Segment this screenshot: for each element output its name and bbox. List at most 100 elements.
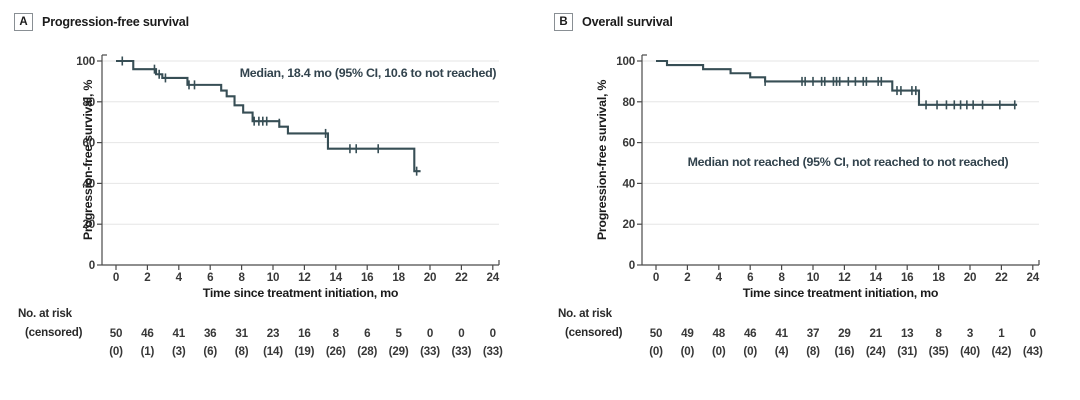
censored-value: (28) <box>357 345 377 358</box>
censored-value: (1) <box>141 345 155 358</box>
censored-value: (0) <box>712 345 726 358</box>
panel-a-at-risk-header: No. at risk <box>18 307 72 320</box>
at-risk-value: 8 <box>333 327 340 340</box>
x-tick-label: 0 <box>653 271 659 284</box>
panel-a-y-axis-title: Progression-free survival, % <box>81 79 95 241</box>
at-risk-value: 0 <box>427 327 433 340</box>
at-risk-value: 46 <box>744 327 757 340</box>
at-risk-value: 50 <box>650 327 663 340</box>
at-risk-value: 48 <box>713 327 726 340</box>
panel-b-at-risk-header: No. at risk <box>558 307 612 320</box>
at-risk-value: 41 <box>173 327 186 340</box>
at-risk-value: 29 <box>838 327 851 340</box>
x-tick-label: 2 <box>144 271 150 284</box>
y-tick-label: 40 <box>83 177 96 190</box>
x-tick-label: 6 <box>747 271 754 284</box>
km-chart-b: 020406080100050(0)249(0)448(0)646(0)841(… <box>616 54 1043 358</box>
at-risk-value: 37 <box>807 327 820 340</box>
x-tick-label: 16 <box>361 271 374 284</box>
y-tick-label: 40 <box>623 177 636 190</box>
x-tick-label: 6 <box>207 271 214 284</box>
x-tick-label: 10 <box>267 271 280 284</box>
censored-value: (43) <box>1023 345 1043 358</box>
x-tick-label: 8 <box>238 271 245 284</box>
x-tick-label: 14 <box>870 271 883 284</box>
x-tick-label: 20 <box>424 271 437 284</box>
x-tick-label: 12 <box>838 271 851 284</box>
at-risk-value: 36 <box>204 327 217 340</box>
panel-b-header: B Overall survival <box>554 13 673 31</box>
censored-value: (33) <box>451 345 471 358</box>
y-tick-label: 0 <box>629 259 635 272</box>
censored-value: (35) <box>929 345 949 358</box>
censored-value: (33) <box>483 345 503 358</box>
censored-value: (8) <box>806 345 820 358</box>
panel-b-title: Overall survival <box>582 15 673 29</box>
censored-value: (0) <box>743 345 757 358</box>
at-risk-value: 3 <box>967 327 974 340</box>
at-risk-value: 0 <box>458 327 464 340</box>
censored-value: (19) <box>294 345 314 358</box>
km-chart-a: 020406080100050(0)246(1)441(3)636(6)831(… <box>76 54 503 358</box>
censored-value: (0) <box>109 345 123 358</box>
censored-value: (4) <box>775 345 789 358</box>
x-tick-label: 24 <box>1027 271 1040 284</box>
panel-a-header: A Progression-free survival <box>14 13 189 31</box>
panel-a-title: Progression-free survival <box>42 15 189 29</box>
y-tick-label: 100 <box>76 55 95 68</box>
censored-value: (42) <box>991 345 1011 358</box>
censored-value: (31) <box>897 345 917 358</box>
x-tick-label: 14 <box>330 271 343 284</box>
at-risk-value: 6 <box>364 327 371 340</box>
censored-value: (33) <box>420 345 440 358</box>
censored-value: (3) <box>172 345 186 358</box>
panel-b-median-annotation: Median not reached (95% CI, not reached … <box>687 155 1009 169</box>
at-risk-value: 5 <box>395 327 402 340</box>
censored-value: (0) <box>681 345 695 358</box>
y-tick-label: 80 <box>83 96 96 109</box>
at-risk-value: 1 <box>998 327 1005 340</box>
y-tick-label: 100 <box>616 55 635 68</box>
censored-value: (26) <box>326 345 346 358</box>
censored-value: (16) <box>834 345 854 358</box>
at-risk-value: 0 <box>1030 327 1036 340</box>
x-tick-label: 22 <box>995 271 1008 284</box>
x-tick-label: 24 <box>487 271 500 284</box>
panel-a-x-axis-title: Time since treatment initiation, mo <box>202 286 399 300</box>
at-risk-value: 41 <box>775 327 788 340</box>
at-risk-value: 8 <box>935 327 942 340</box>
panel-a-censored-header: (censored) <box>25 326 83 339</box>
panel-b-censored-header: (censored) <box>565 326 623 339</box>
at-risk-value: 0 <box>490 327 496 340</box>
x-tick-label: 18 <box>932 271 945 284</box>
x-tick-label: 18 <box>392 271 405 284</box>
x-tick-label: 20 <box>964 271 977 284</box>
panel-b-x-axis-title: Time since treatment initiation, mo <box>742 286 939 300</box>
panel-a-median-annotation: Median, 18.4 mo (95% CI, 10.6 to not rea… <box>239 66 497 80</box>
censored-value: (40) <box>960 345 980 358</box>
y-tick-label: 80 <box>623 96 636 109</box>
y-tick-label: 20 <box>623 218 636 231</box>
x-tick-label: 16 <box>901 271 914 284</box>
x-tick-label: 22 <box>455 271 468 284</box>
at-risk-value: 50 <box>110 327 123 340</box>
at-risk-value: 21 <box>870 327 883 340</box>
y-tick-label: 60 <box>83 137 96 150</box>
x-tick-label: 8 <box>778 271 785 284</box>
km-step-curve <box>656 59 1018 106</box>
at-risk-value: 16 <box>298 327 311 340</box>
at-risk-value: 49 <box>681 327 694 340</box>
censored-value: (14) <box>263 345 283 358</box>
x-tick-label: 0 <box>113 271 119 284</box>
x-tick-label: 4 <box>716 271 723 284</box>
censored-value: (6) <box>203 345 217 358</box>
x-tick-label: 12 <box>298 271 311 284</box>
at-risk-value: 31 <box>235 327 248 340</box>
censored-value: (29) <box>389 345 409 358</box>
y-tick-label: 20 <box>83 218 96 231</box>
censored-value: (24) <box>866 345 886 358</box>
panel-a-progression-free-survival: 0 20 40 60 80 100 0 50 (0) 2 46 (1) 4 41 (3) 6 36 (6) 8 31(… <box>14 13 503 358</box>
y-tick-label: 60 <box>623 137 636 150</box>
x-tick-label: 2 <box>684 271 690 284</box>
